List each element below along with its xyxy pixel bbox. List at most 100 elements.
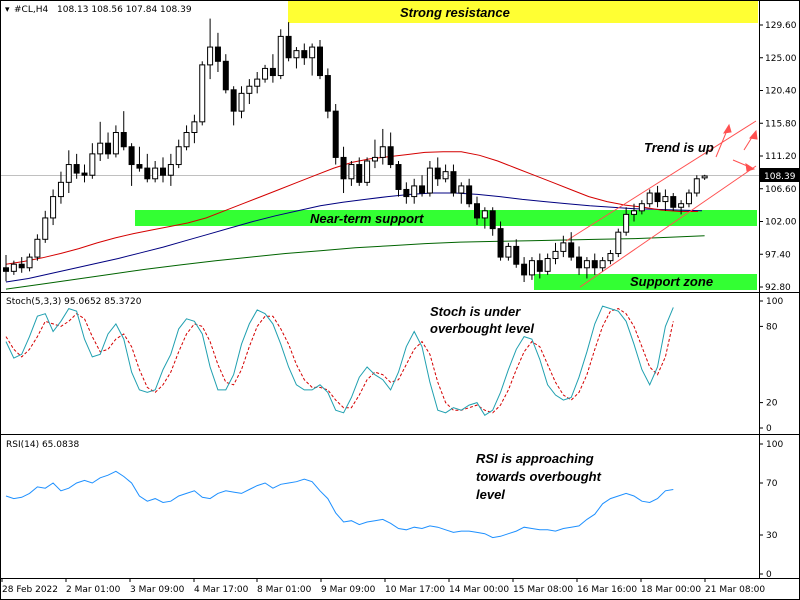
candle-body xyxy=(442,171,449,180)
candle xyxy=(419,175,426,197)
candle-body xyxy=(536,260,543,272)
candle xyxy=(34,234,41,261)
candle-body xyxy=(607,253,614,262)
stoch-note-line2: overbought level xyxy=(430,321,534,336)
candle xyxy=(583,257,590,279)
candle-body xyxy=(222,60,229,91)
candle-body xyxy=(199,64,206,123)
candle xyxy=(3,254,9,282)
candle-body xyxy=(560,242,567,252)
candle-body xyxy=(568,242,575,258)
candle xyxy=(395,160,402,197)
strong-resistance-label: Strong resistance xyxy=(400,5,510,20)
candle-body xyxy=(387,146,394,166)
candle xyxy=(50,189,57,226)
candle-body xyxy=(191,121,198,134)
candle-body xyxy=(207,46,214,66)
candle-body xyxy=(238,92,245,112)
candle xyxy=(144,153,151,183)
candle xyxy=(81,164,88,183)
candle-body xyxy=(34,238,41,258)
candle xyxy=(18,257,25,273)
candle xyxy=(607,249,614,265)
candle-body xyxy=(591,260,598,269)
rsi-note-line1: RSI is approaching xyxy=(476,451,594,466)
candle-body xyxy=(638,203,645,212)
candle xyxy=(269,54,276,83)
candle xyxy=(175,139,182,169)
candle xyxy=(560,235,567,258)
candle-body xyxy=(576,256,583,269)
candle-body xyxy=(285,35,292,59)
candle xyxy=(277,29,284,80)
rsi-line xyxy=(5,470,674,539)
channel-lower-line xyxy=(579,165,757,288)
candle-body xyxy=(136,164,143,169)
candle-body xyxy=(89,153,96,176)
candle-body xyxy=(646,192,653,205)
candle xyxy=(442,164,449,183)
candle-body xyxy=(105,142,112,155)
candle-body xyxy=(505,245,512,258)
channel-arrowhead-2 xyxy=(745,163,756,172)
candle xyxy=(73,153,80,179)
candle-body xyxy=(332,110,339,158)
candle-body xyxy=(128,146,135,166)
candle-body xyxy=(466,185,473,205)
channel-arrowhead-1 xyxy=(723,123,732,134)
candle xyxy=(26,253,33,272)
support-zone xyxy=(534,274,757,290)
ma-fast-line xyxy=(5,151,699,265)
chart-header-icon: ▾ xyxy=(5,5,10,15)
time-tick-label: 2 Mar 01:00 xyxy=(66,585,121,595)
candle-body xyxy=(685,192,692,205)
near-term-support-label: Near-term support xyxy=(310,211,424,226)
candle-body xyxy=(450,171,457,194)
candle-body xyxy=(693,178,700,194)
candle-body xyxy=(65,164,72,183)
candle xyxy=(207,18,214,80)
candle xyxy=(411,178,418,204)
stoch-header: Stoch(5,3,3) 95.0652 85.3720 xyxy=(6,297,142,307)
candle xyxy=(701,174,708,180)
ma-slow-line xyxy=(5,235,705,290)
candle-body xyxy=(481,210,488,219)
candle xyxy=(638,200,645,215)
candle-body xyxy=(167,164,174,176)
candle-body xyxy=(309,46,316,59)
candle-body xyxy=(426,167,433,194)
time-tick-label: 9 Mar 09:00 xyxy=(321,585,376,595)
candle-body xyxy=(403,188,410,198)
candle xyxy=(332,104,339,165)
candle xyxy=(426,160,433,197)
candle-body xyxy=(434,167,441,180)
candle-body xyxy=(97,142,104,155)
candle-body xyxy=(395,164,402,190)
time-tick-label: 8 Mar 01:00 xyxy=(257,585,312,595)
candle xyxy=(536,253,543,279)
candle xyxy=(254,71,261,94)
rsi-axis: 100 70 30 0 xyxy=(759,440,783,580)
candle xyxy=(65,150,72,194)
candle xyxy=(474,196,480,226)
candle-body xyxy=(152,167,159,180)
candle-body xyxy=(348,164,355,180)
rsi-tick-label: 70 xyxy=(766,479,778,489)
candle xyxy=(191,114,198,144)
candle-body xyxy=(254,78,261,87)
candle-body xyxy=(81,172,88,176)
candle-body xyxy=(73,164,80,174)
candle-body xyxy=(458,185,465,194)
rsi-header: RSI(14) 65.0838 xyxy=(6,440,79,450)
candle-body xyxy=(175,146,182,166)
candle xyxy=(434,157,441,186)
candle xyxy=(371,139,378,169)
candle xyxy=(128,143,135,186)
rsi-tick-label: 30 xyxy=(766,531,778,541)
stoch-tick-label: 20 xyxy=(766,399,778,409)
candle-body xyxy=(301,50,308,59)
candle-body xyxy=(528,260,535,276)
candle xyxy=(42,210,49,243)
